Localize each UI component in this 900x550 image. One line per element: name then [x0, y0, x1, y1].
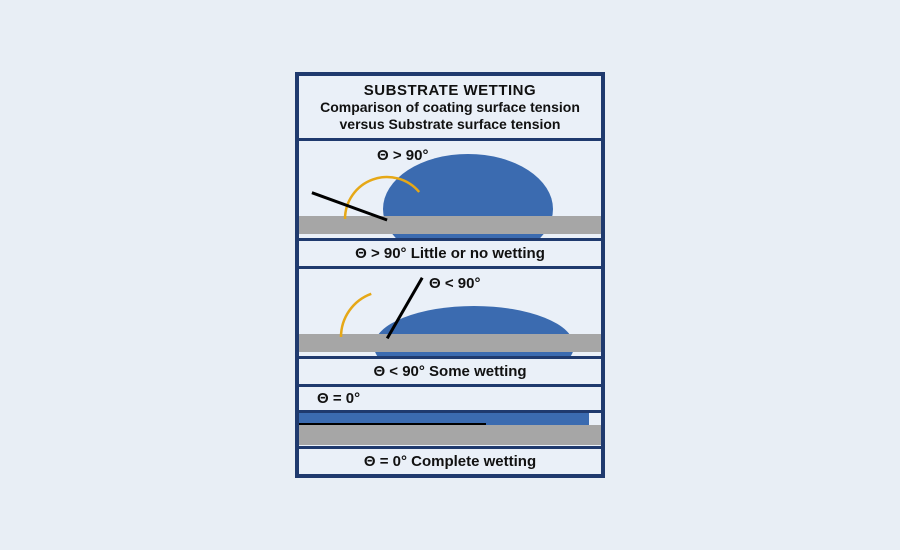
panel-3-label-row: Θ = 0° [299, 387, 601, 413]
substrate-bar-1 [299, 216, 601, 234]
diagram-frame: SUBSTRATE WETTING Comparison of coating … [295, 72, 605, 477]
panel-2-caption: Θ < 90° Some wetting [299, 359, 601, 387]
title-cell: SUBSTRATE WETTING Comparison of coating … [299, 76, 601, 140]
panel-1-caption: Θ > 90° Little or no wetting [299, 241, 601, 269]
angle-label-2: Θ < 90° [429, 275, 480, 292]
panel-3-diagram [299, 413, 601, 449]
panel-1-diagram: Θ > 90° [299, 141, 601, 241]
substrate-bar-2 [299, 334, 601, 352]
substrate-bar-3 [299, 425, 601, 445]
title-sub: Comparison of coating surface tension ve… [309, 99, 591, 131]
title-main: SUBSTRATE WETTING [309, 82, 591, 99]
angle-label-3: Θ = 0° [317, 390, 360, 407]
angle-label-1: Θ > 90° [377, 147, 428, 164]
panel-3-caption: Θ = 0° Complete wetting [299, 449, 601, 474]
panel-2-diagram: Θ < 90° [299, 269, 601, 359]
